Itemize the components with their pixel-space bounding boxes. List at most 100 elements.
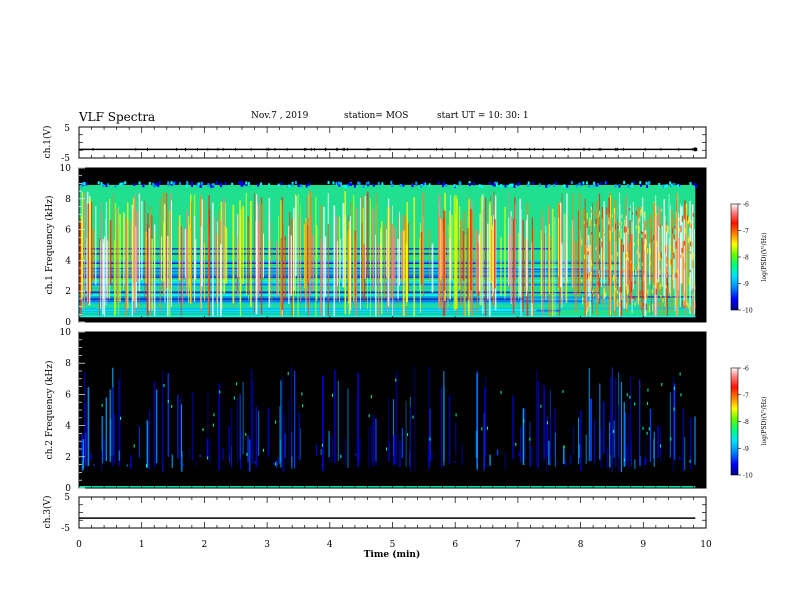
spectrum-blob <box>647 220 649 229</box>
spectrum-streak <box>251 381 254 464</box>
spectrum-streak <box>337 380 339 462</box>
ch1-voltage-trace-marks <box>92 147 698 152</box>
spectrum-streak <box>359 197 361 310</box>
spectrum-edge <box>154 184 157 188</box>
spectrum-blob <box>673 249 675 256</box>
spectrum-streak <box>159 198 161 313</box>
ch3-voltage-ylabel: ch.3(V) <box>42 496 53 529</box>
spectrum-streak <box>84 432 87 467</box>
spectrum-edge <box>366 183 369 187</box>
spectrum-streak <box>136 211 138 282</box>
spectrum-streak <box>600 428 602 469</box>
spectrum-streak <box>682 241 684 294</box>
spectrum-blob <box>601 211 604 219</box>
spectrum-edge <box>291 183 294 187</box>
spectrum-blob <box>661 382 663 386</box>
spectrum-edge <box>105 183 108 187</box>
spectrum-edge <box>239 182 242 186</box>
spectrum-streak <box>423 192 425 297</box>
spectrum-blob <box>605 269 608 273</box>
x-tick-label: 9 <box>640 540 646 550</box>
spectrum-streak <box>524 407 526 460</box>
spectrum-streak <box>191 391 194 461</box>
colorbar-tick-label: -9 <box>743 281 749 288</box>
spectrum-streak <box>682 408 684 472</box>
spectrum-streak <box>288 226 290 304</box>
spectrum-streak <box>476 230 479 313</box>
spectrum-blob <box>651 289 653 294</box>
spectrum-streak <box>161 371 164 465</box>
spectrum-edge <box>157 184 160 188</box>
spectrum-blob <box>546 421 548 425</box>
spectrum-streak <box>186 210 188 281</box>
spectrum-streak <box>496 449 499 456</box>
spectrum-streak <box>532 228 535 317</box>
spectrum-blob <box>647 388 649 392</box>
spectrum-streak <box>258 203 260 291</box>
spectrum-edge <box>247 182 250 186</box>
spectrum-streak <box>407 223 409 293</box>
spectrum-streak <box>487 223 489 300</box>
spectrum-streak <box>117 226 119 306</box>
spectrum-band <box>79 287 452 289</box>
spectrum-streak <box>329 435 331 464</box>
x-tick-label: 6 <box>452 540 458 550</box>
spectrum-band <box>79 294 507 297</box>
spectrum-streak <box>163 221 165 282</box>
spectrum-streak <box>548 440 550 466</box>
spectrum-streak <box>685 223 687 317</box>
spectrum-blob <box>587 304 589 312</box>
spectrum-edge <box>566 184 569 188</box>
spectrum-blob <box>687 237 690 244</box>
spectrum-blob <box>634 280 636 285</box>
spectrum-blob <box>586 212 588 219</box>
spectrum-edge <box>445 184 448 188</box>
spectrum-edge <box>347 184 350 188</box>
spectrum-streak <box>81 215 83 299</box>
spectrum-blob <box>615 279 617 288</box>
spectrum-streak <box>531 446 533 466</box>
spectrum-blob <box>632 212 634 215</box>
spectrum-streak <box>447 225 449 307</box>
spectrum-blob <box>429 437 431 441</box>
spectrum-edge <box>415 181 418 185</box>
spectrum-streak <box>294 370 296 469</box>
spectrum-blob <box>620 221 623 226</box>
spectrum-blob <box>332 393 334 397</box>
x-tick-label: 0 <box>76 540 82 550</box>
spectrum-streak <box>572 426 574 455</box>
spectrum-streak <box>242 381 244 455</box>
spectrum-streak <box>323 206 325 317</box>
spectrum-blob <box>690 241 692 247</box>
spectrum-streak <box>281 197 284 310</box>
spectrum-streak <box>109 220 112 285</box>
spectrum-streak <box>242 206 244 285</box>
spectrum-streak <box>613 420 615 458</box>
spectrum-streak <box>144 200 146 299</box>
spectrum-edge <box>268 183 271 187</box>
spectrum-streak <box>91 201 93 296</box>
spectrum-blob <box>612 429 614 433</box>
spectrum-streak <box>145 232 147 284</box>
spectrum-blob <box>681 300 684 308</box>
spectrum-streak <box>394 228 396 287</box>
spectrum-edge <box>424 182 427 186</box>
spectrum-edge <box>85 182 88 186</box>
spectrum-streak <box>620 239 623 322</box>
spectrum-streak <box>405 244 408 302</box>
date-label: Nov.7 , 2019 <box>251 111 309 121</box>
spectrum-streak <box>216 233 218 304</box>
spectrum-edge <box>174 181 177 185</box>
spectrum-streak <box>225 227 228 284</box>
y-tick-label: 4 <box>65 256 71 266</box>
spectrum-streak <box>477 243 480 297</box>
ch2-spectrogram-ylabel-channel: ch.2 Frequency (kHz) <box>44 361 55 460</box>
spectrum-streak <box>300 204 301 281</box>
spectrum-streak <box>387 207 390 279</box>
spectrum-streak <box>357 373 359 467</box>
spectrum-edge <box>224 182 227 186</box>
spectrum-edge <box>402 183 405 187</box>
spectrum-streak <box>529 421 531 467</box>
spectrum-streak <box>103 439 106 460</box>
spectrum-blob <box>673 254 675 259</box>
